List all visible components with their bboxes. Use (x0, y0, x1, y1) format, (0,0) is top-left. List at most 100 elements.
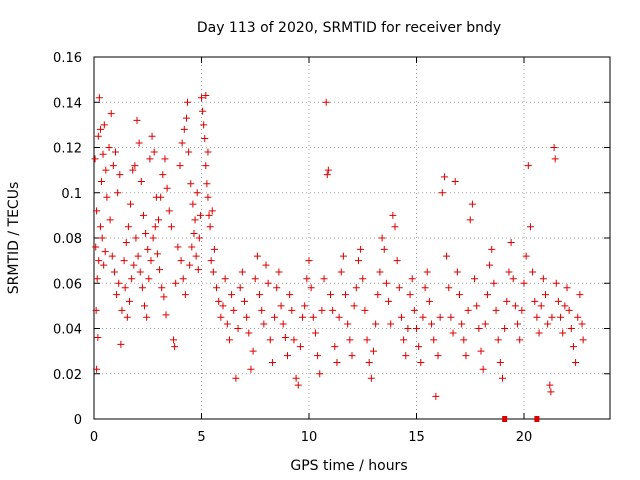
data-point (245, 329, 253, 337)
data-point (138, 284, 146, 292)
y-tick-label: 0.06 (53, 277, 82, 292)
data-point (208, 207, 216, 215)
data-point (507, 239, 515, 247)
data-point (92, 243, 100, 251)
data-point (458, 320, 466, 328)
data-point (311, 329, 319, 337)
data-point (95, 94, 103, 102)
data-point (526, 223, 534, 231)
data-point (110, 268, 118, 276)
data-point (402, 352, 410, 360)
data-point (387, 320, 395, 328)
data-point (115, 279, 123, 287)
data-point (128, 275, 136, 283)
data-point (190, 229, 198, 237)
data-point (96, 223, 104, 231)
data-point (294, 381, 302, 389)
data-point (370, 347, 377, 355)
data-point (134, 252, 142, 260)
data-point (277, 302, 285, 310)
data-point (322, 98, 330, 106)
data-point (342, 291, 350, 299)
data-point (98, 234, 106, 242)
data-point (421, 284, 429, 292)
data-point (359, 275, 367, 283)
data-point (176, 162, 184, 170)
data-point (177, 257, 185, 265)
data-point (551, 155, 559, 163)
data-point (327, 291, 334, 299)
data-point (192, 252, 200, 260)
data-point (92, 306, 100, 314)
data-point (174, 243, 182, 251)
data-point (509, 275, 517, 283)
data-point (199, 107, 207, 115)
data-point (194, 266, 202, 274)
data-point (93, 207, 101, 215)
data-point (160, 293, 168, 301)
y-tick-label: 0.02 (53, 368, 82, 383)
data-point (121, 284, 129, 292)
data-point (100, 261, 108, 269)
data-point (118, 306, 126, 314)
data-point (393, 257, 401, 265)
data-point (260, 320, 268, 328)
data-point (404, 325, 412, 332)
data-point (542, 291, 549, 299)
data-points (91, 91, 587, 422)
data-point (372, 320, 380, 328)
data-point (106, 216, 114, 224)
data-point (284, 352, 291, 360)
data-point (296, 343, 304, 351)
plot-frame (93, 56, 611, 420)
data-point (436, 313, 444, 321)
data-point (200, 121, 208, 129)
y-tick-label: 0.1 (61, 187, 82, 202)
data-point (451, 177, 459, 185)
data-point (223, 320, 231, 328)
data-point (323, 171, 331, 179)
data-point (400, 336, 408, 344)
data-point (415, 343, 423, 351)
data-point (329, 306, 337, 314)
data-point (481, 320, 489, 328)
data-point (460, 336, 468, 344)
data-point (136, 268, 144, 276)
data-point (348, 352, 356, 360)
data-point (201, 134, 209, 142)
data-point (547, 388, 555, 396)
data-point (127, 200, 135, 208)
data-point (288, 306, 296, 314)
data-point (268, 358, 276, 366)
x-axis-label: GPS time / hours (290, 458, 407, 474)
data-point (499, 374, 506, 382)
data-point (309, 313, 317, 321)
data-point (279, 320, 287, 328)
data-point (389, 211, 397, 219)
data-point (490, 279, 498, 287)
data-point (98, 177, 106, 185)
data-point (533, 313, 541, 321)
data-point (188, 243, 196, 251)
y-tick-labels: 0 0.02 0.04 0.06 0.08 0.1 0.12 0.14 0.16 (53, 51, 82, 428)
data-point (544, 320, 552, 328)
data-point (305, 257, 313, 265)
data-point (243, 313, 251, 321)
data-point (552, 279, 560, 287)
data-point (203, 180, 211, 188)
data-point (193, 189, 201, 197)
x-tick-label: 10 (301, 430, 318, 445)
data-point (181, 291, 189, 299)
data-point (185, 148, 193, 156)
data-point (475, 325, 483, 332)
data-point (529, 268, 537, 276)
data-point (430, 336, 438, 344)
data-point (96, 125, 104, 133)
data-point (170, 336, 178, 344)
data-point (195, 234, 203, 242)
data-point (148, 132, 156, 140)
data-point (374, 291, 382, 299)
data-point (125, 297, 133, 305)
data-point (198, 94, 205, 102)
data-point (184, 98, 192, 106)
